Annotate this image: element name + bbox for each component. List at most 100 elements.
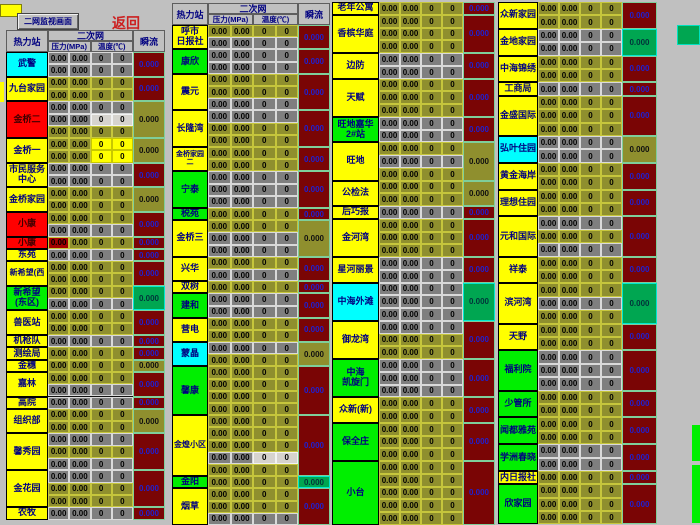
station-name[interactable]: 老年公寓	[332, 2, 379, 15]
station-name[interactable]: 市民服务 中心	[6, 162, 48, 188]
station-name[interactable]: 九台家园	[6, 76, 48, 102]
station-name[interactable]: 金阳	[172, 476, 208, 489]
station-name[interactable]: 弘叶住园	[498, 135, 538, 163]
station-name[interactable]: 金桥家园	[6, 187, 48, 212]
station-name[interactable]: 金花园	[6, 470, 48, 508]
station-name[interactable]: 欣家园	[498, 484, 538, 525]
station-name[interactable]: 金桥家园二	[172, 146, 208, 172]
temperature-value-cell: 0	[580, 95, 601, 110]
pressure-value-cell: 0.00	[208, 110, 231, 123]
secondary-network-monitor-button[interactable]: 二网监视画面	[17, 13, 79, 30]
flow-value-cell: 0.000	[622, 55, 657, 83]
station-name[interactable]: 后巧报	[332, 206, 379, 219]
pressure-value-cell: 0.00	[559, 109, 580, 123]
station-name[interactable]: 工商局	[498, 82, 538, 96]
station-name[interactable]: 小台	[332, 461, 379, 525]
station-name[interactable]: 星河丽景	[332, 257, 379, 283]
station-name[interactable]: 建和	[172, 293, 208, 318]
station-name[interactable]: 新希望(西	[6, 261, 48, 286]
station-name[interactable]: 呼市 日报社	[172, 25, 208, 50]
station-name[interactable]: 祥泰	[498, 256, 538, 284]
station-name[interactable]: 公检法	[332, 180, 379, 206]
pressure-value-cell: 0.00	[559, 363, 580, 378]
pressure-value-cell: 0.00	[69, 138, 91, 151]
pressure-value-cell: 0.00	[400, 129, 421, 143]
pressure-value-cell: 0.00	[559, 68, 580, 83]
station-name[interactable]: 兽医站	[6, 310, 48, 335]
pressure-value-cell: 0.00	[69, 494, 91, 508]
station-name[interactable]: 机枪队	[6, 335, 48, 348]
station-name[interactable]: 金盛国际	[498, 95, 538, 136]
station-name[interactable]: 小康	[6, 211, 48, 237]
flow-value-cell: 0.000	[298, 415, 330, 477]
station-name[interactable]: 旺地嘉华 2#站	[332, 116, 379, 143]
temperature-value-cell: 0	[111, 76, 133, 89]
temperature-value-cell: 0	[421, 91, 442, 104]
pressure-value-cell: 0.00	[69, 470, 91, 483]
station-name[interactable]: 天赋	[332, 78, 379, 117]
station-name[interactable]: 组织部	[6, 408, 48, 434]
station-name[interactable]: 营电	[172, 317, 208, 343]
station-name[interactable]: 康欣	[172, 49, 208, 74]
station-name[interactable]: 天野	[498, 323, 538, 351]
station-name[interactable]: 新希望 (东区)	[6, 285, 48, 311]
pressure-value-cell: 0.00	[69, 445, 91, 458]
station-name[interactable]: 边防	[332, 53, 379, 79]
station-name[interactable]: 少管所	[498, 390, 538, 418]
temperature-value-cell: 0	[442, 473, 463, 487]
station-name[interactable]: 金桥二	[6, 101, 48, 139]
station-name[interactable]: 金河湾	[332, 218, 379, 257]
pressure-value-cell: 0.00	[400, 244, 421, 257]
station-name[interactable]: 金穗	[6, 359, 48, 372]
station-name[interactable]: 东苑	[6, 248, 48, 262]
station-name[interactable]: 金地家园	[498, 28, 538, 56]
station-name[interactable]: 滨河湾	[498, 283, 538, 324]
station-name[interactable]: 馨康	[172, 366, 208, 416]
station-name[interactable]: 长隆湾	[172, 110, 208, 147]
station-name[interactable]: 学洲春晓	[498, 444, 538, 471]
flow-value-cell: 0.000	[133, 187, 165, 212]
temperature-value-cell: 0	[111, 236, 133, 249]
station-name[interactable]: 蒙晶	[172, 342, 208, 367]
station-name[interactable]: 中海外滩	[332, 282, 379, 321]
station-name[interactable]: 保全庄	[332, 422, 379, 461]
station-name[interactable]: 农牧	[6, 507, 48, 520]
pressure-value-cell: 0.00	[538, 403, 559, 418]
pressure-value-cell: 0.00	[538, 122, 559, 136]
station-name[interactable]: 兴华	[172, 256, 208, 282]
station-name[interactable]: 烟草	[172, 488, 208, 525]
station-name[interactable]: 内日报社	[498, 470, 538, 485]
temperature-value-cell: 0	[253, 171, 276, 184]
station-name[interactable]: 众新家园	[498, 2, 538, 29]
station-name[interactable]: 御龙湾	[332, 320, 379, 359]
station-name[interactable]: 馨秀园	[6, 433, 48, 471]
station-name[interactable]: 元和国际	[498, 216, 538, 257]
station-name[interactable]: 福利院	[498, 350, 538, 391]
station-name[interactable]: 闻都雅苑	[498, 417, 538, 445]
temperature-value-cell: 0	[580, 430, 601, 445]
station-name[interactable]: 中海锦绣	[498, 55, 538, 83]
pressure-value-cell: 0.00	[559, 403, 580, 418]
station-name[interactable]: 嘉林	[6, 371, 48, 397]
station-name[interactable]: 震元	[172, 73, 208, 111]
station-name[interactable]: 小康	[6, 236, 48, 249]
station-name[interactable]: 众新(新)	[332, 397, 379, 423]
station-name[interactable]: 旺地	[332, 142, 379, 181]
station-name[interactable]: 金煌小区	[172, 415, 208, 477]
station-name[interactable]: 武警	[6, 52, 48, 77]
station-name[interactable]: 税苑	[172, 207, 208, 221]
return-link[interactable]: 返回	[112, 17, 140, 32]
station-name[interactable]: 香槟华庭	[332, 14, 379, 53]
station-name[interactable]: 中海 凯旋门	[332, 359, 379, 398]
station-name[interactable]: 黄金海岸	[498, 162, 538, 190]
station-name[interactable]: 金桥一	[6, 138, 48, 163]
station-name[interactable]: 高院	[6, 396, 48, 409]
station-name[interactable]: 金桥三	[172, 220, 208, 257]
station-name[interactable]: 测绘局	[6, 347, 48, 360]
temperature-value-cell: 0	[421, 2, 442, 15]
station-name[interactable]: 双树	[172, 281, 208, 294]
pressure-value-cell: 0.00	[538, 82, 559, 96]
station-name[interactable]: 宁泰	[172, 171, 208, 208]
pressure-value-cell: 0.00	[400, 295, 421, 308]
station-name[interactable]: 理想住园	[498, 189, 538, 217]
